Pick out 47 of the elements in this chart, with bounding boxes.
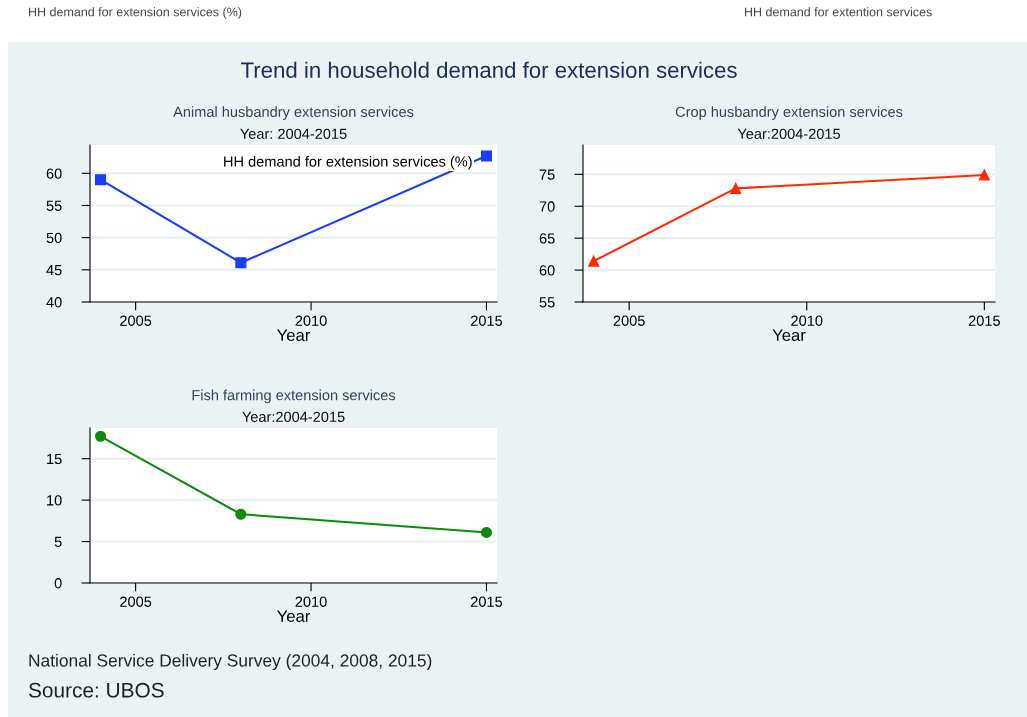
x-tick-label: 2015 — [968, 315, 1000, 326]
point — [94, 174, 107, 186]
chart-subtitle: Year:2004-2015 — [242, 411, 345, 423]
x-tick-label: 2010 — [295, 596, 327, 607]
chart-title: Crop husbandry extension services — [675, 106, 903, 120]
x-tick-label: 2005 — [120, 596, 152, 607]
y-tick-label: 65 — [539, 233, 555, 244]
point — [730, 182, 742, 194]
y-tick-label: 60 — [539, 265, 555, 276]
y-tick-label: 70 — [539, 201, 555, 212]
x-tick-label: 2010 — [295, 315, 327, 326]
y-tick-label: 10 — [47, 495, 62, 506]
point — [235, 508, 247, 520]
point — [480, 526, 493, 538]
text: National Service Delivery Survey (2004, 2008, 2015) — [29, 653, 432, 671]
x-tick-label: 2010 — [791, 315, 823, 326]
text: HH demand for extention services — [745, 7, 932, 17]
x-axis-title: Year — [277, 610, 311, 623]
y-tick-label: 55 — [539, 297, 555, 308]
y-tick-label: 5 — [54, 536, 62, 547]
y-tick-label: 15 — [47, 453, 62, 465]
chart-subtitle: Year: 2004-2015 — [240, 128, 347, 139]
x-axis-title: Year — [772, 329, 806, 342]
y-tick-label: 0 — [54, 578, 62, 589]
text: HH demand for extension services (%) — [29, 7, 242, 19]
y-tick-label: 45 — [46, 265, 62, 276]
x-tick-label: 2005 — [120, 315, 152, 326]
chart-title: Fish farming extension services — [192, 389, 396, 404]
x-tick-label: 2015 — [470, 596, 503, 607]
source-note: Source: UBOS — [28, 682, 164, 698]
point — [94, 430, 107, 442]
y-tick-label: 60 — [46, 168, 62, 179]
annotation: HH demand for extension services (%) — [224, 155, 472, 170]
point — [978, 169, 990, 181]
x-tick-label: 2015 — [470, 315, 503, 326]
point — [480, 150, 493, 162]
y-tick-label: 50 — [46, 232, 62, 244]
y-tick-label: 40 — [46, 297, 62, 308]
point — [588, 255, 600, 267]
point — [235, 257, 247, 269]
y-tick-label: 55 — [46, 200, 62, 211]
y-tick-label: 75 — [539, 169, 555, 180]
chart-subtitle: Year:2004-2015 — [737, 128, 841, 139]
x-axis-title: Year — [277, 329, 311, 342]
chart-title: Animal husbandry extension services — [173, 106, 414, 120]
text: Trend in household demand for extension services — [241, 61, 737, 78]
x-tick-label: 2005 — [613, 315, 645, 326]
